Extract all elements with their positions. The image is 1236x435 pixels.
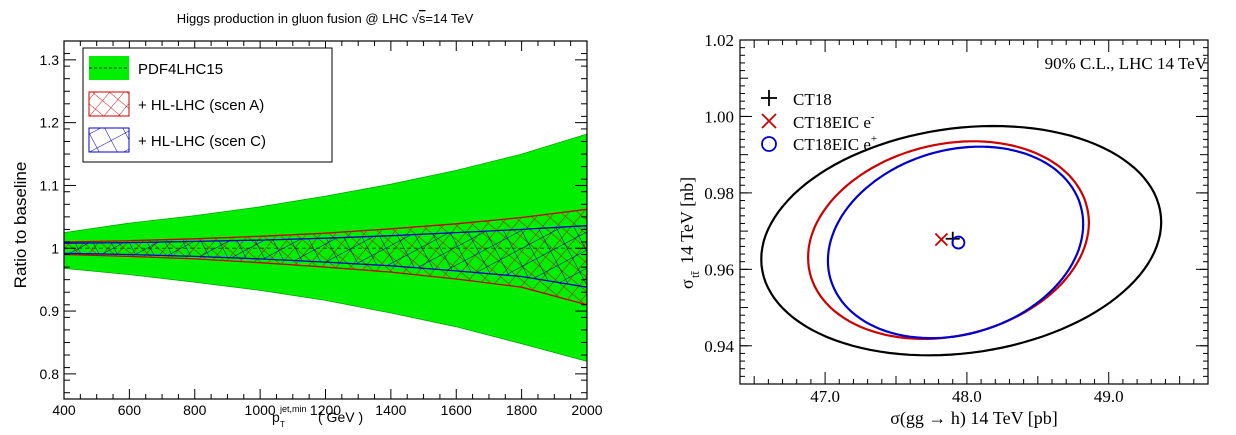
right-y-tick-label-1: 1.00 xyxy=(704,107,734,126)
right-y-axis-label: σ tt̄ 14 TeV [nb] xyxy=(677,177,702,289)
right-chart-annotation: 90% C.L., LHC 14 TeV xyxy=(1045,54,1208,73)
x-tick-label-1400: 1400 xyxy=(375,402,406,418)
ellipse-ct18 xyxy=(760,124,1163,357)
right-y-tick-label-0.98: 0.98 xyxy=(704,184,734,203)
x-label-sup: jet,min xyxy=(279,404,307,414)
right-x-tick-label-49: 49.0 xyxy=(1094,387,1124,406)
left-x-axis: 400 600 800 1000 1200 1400 1600 1800 2000 xyxy=(52,41,603,418)
x-tick-label-1200: 1200 xyxy=(310,402,341,418)
x-tick-label-600: 600 xyxy=(118,402,142,418)
right-y-tick-label-1.02: 1.02 xyxy=(704,31,734,50)
marker-ct18eic-e xyxy=(951,235,966,250)
x-tick-label-1000: 1000 xyxy=(245,402,276,418)
legend-label-scen-c: + HL-LHC (scen C) xyxy=(138,133,266,150)
x-tick-label-2000: 2000 xyxy=(571,402,602,418)
legend-swatch-scen-c xyxy=(88,127,130,153)
right-plot-frame xyxy=(739,39,1209,385)
y-label-sub: tt̄ xyxy=(688,271,702,278)
left-y-axis: 0.8 0.9 1 1.1 1.2 1.3 xyxy=(40,52,587,394)
x-label-unit: ( GeV ) xyxy=(318,409,363,425)
legend-marker-ct18eic-eminus xyxy=(761,113,777,129)
right-y-tick-label-0.96: 0.96 xyxy=(704,260,734,279)
marker-ct18eic-e xyxy=(934,232,949,247)
legend-marker-ct18 xyxy=(761,90,777,106)
left-y-axis-label: Ratio to baseline xyxy=(11,162,30,289)
left-chart: Higgs production in gluon fusion @ LHC √… xyxy=(11,11,603,429)
right-markers xyxy=(934,231,966,250)
ellipse-ct18eic-e xyxy=(826,145,1085,340)
right-chart: 47.0 48.0 49.0 0.94 0.96 0.98 1.00 1.02 90% C.… xyxy=(677,31,1209,429)
right-y-axis: 0.94 0.96 0.98 1.00 1.02 xyxy=(704,31,1208,377)
x-tick-label-1600: 1600 xyxy=(441,402,472,418)
legend-label-ct18eic-eplus: CT18EIC e+ xyxy=(793,133,877,154)
x-tick-label-800: 800 xyxy=(183,402,207,418)
right-x-axis-label: σ(gg → h) 14 TeV [pb] xyxy=(890,408,1058,429)
left-chart-title: Higgs production in gluon fusion @ LHC √… xyxy=(177,11,474,26)
right-x-tick-label-48: 48.0 xyxy=(952,387,982,406)
right-legend: CT18 CT18EIC e- CT18EIC e+ xyxy=(761,90,877,154)
y-tick-label-1.1: 1.1 xyxy=(40,177,60,193)
legend-marker-ct18eic-eplus xyxy=(761,136,777,152)
right-y-tick-label-0.94: 0.94 xyxy=(704,337,734,356)
right-ellipses xyxy=(760,124,1163,357)
right-x-tick-label-47: 47.0 xyxy=(810,387,840,406)
right-x-axis: 47.0 48.0 49.0 xyxy=(753,40,1195,406)
y-tick-label-1.3: 1.3 xyxy=(40,52,60,68)
x-tick-label-1800: 1800 xyxy=(506,402,537,418)
x-tick-label-400: 400 xyxy=(52,402,76,418)
y-tick-label-1: 1 xyxy=(51,240,59,256)
y-tick-label-1.2: 1.2 xyxy=(40,115,60,131)
x-label-sub: T xyxy=(280,420,285,429)
legend-swatch-scen-a xyxy=(88,91,130,117)
legend-label-pdf4lhc15: PDF4LHC15 xyxy=(138,61,223,78)
left-x-axis-label: p T jet,min ( GeV ) xyxy=(272,404,363,429)
y-tick-label-0.9: 0.9 xyxy=(40,303,60,319)
y-label-sigma: σ xyxy=(677,279,697,289)
legend-label-ct18eic-eminus: CT18EIC e- xyxy=(793,111,875,132)
legend-label-ct18: CT18 xyxy=(793,90,832,109)
x-label-p: p xyxy=(272,409,280,425)
left-legend: PDF4LHC15 + HL-LHC (scen A) + HL-LHC (sc… xyxy=(82,47,333,163)
y-label-rest: 14 TeV [nb] xyxy=(677,177,697,264)
legend-label-scen-a: + HL-LHC (scen A) xyxy=(138,97,264,114)
band-hl-lhc-scen-c xyxy=(64,225,587,288)
y-tick-label-0.8: 0.8 xyxy=(40,366,60,382)
left-bands xyxy=(64,133,587,362)
